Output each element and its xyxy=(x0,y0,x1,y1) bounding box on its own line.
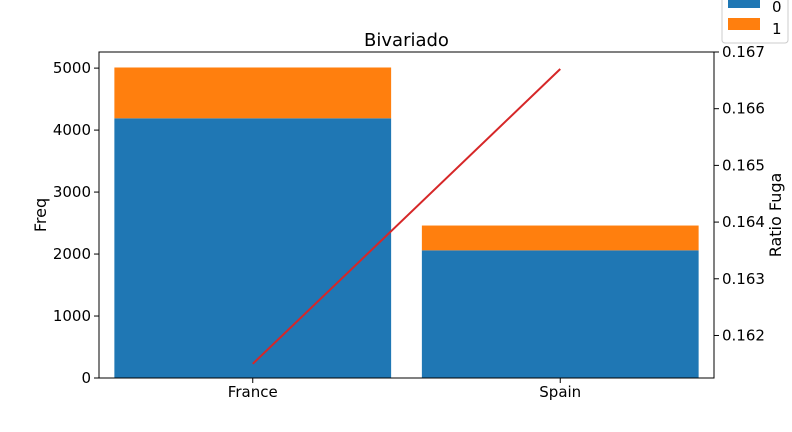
y-tick-label: 4000 xyxy=(53,121,91,139)
y2-tick-label: 0.167 xyxy=(722,43,765,61)
bars-layer xyxy=(114,67,699,379)
legend-swatch-0 xyxy=(728,0,760,8)
y2-tick-label: 0.163 xyxy=(722,270,765,288)
x-tick-label: France xyxy=(228,383,278,401)
bar-spain-series-0 xyxy=(421,250,699,378)
ratio-line-layer xyxy=(252,68,561,365)
y2-axis-label: Ratio Fuga xyxy=(766,173,785,258)
legend-label-1: 1 xyxy=(772,20,782,38)
y-tick-label: 0 xyxy=(81,369,91,387)
chart-title: Bivariado xyxy=(364,30,449,51)
bar-france-series-1 xyxy=(114,67,392,119)
x-tick-label: Spain xyxy=(539,383,581,401)
y2-tick-label: 0.164 xyxy=(722,213,765,231)
bar-spain-series-1 xyxy=(421,225,699,251)
y2-tick-label: 0.162 xyxy=(722,326,765,344)
y-axis-label: Freq xyxy=(31,198,50,232)
bar-france-series-0 xyxy=(114,118,392,379)
legend-label-0: 0 xyxy=(772,0,782,16)
y-tick-label: 2000 xyxy=(53,245,91,263)
y-tick-label: 1000 xyxy=(53,307,91,325)
y-tick-label: 5000 xyxy=(53,59,91,77)
x-axis-ticks: France Spain xyxy=(228,378,581,401)
y2-tick-label: 0.165 xyxy=(722,156,765,174)
y-tick-label: 3000 xyxy=(53,183,91,201)
y2-tick-label: 0.166 xyxy=(722,100,765,118)
right-axis-ticks: 0.162 0.163 0.164 0.165 0.166 0.167 xyxy=(714,43,765,344)
plot-frame xyxy=(98,51,715,379)
legend-swatch-1 xyxy=(728,18,760,30)
legend: 01 xyxy=(721,0,789,44)
ratio-line xyxy=(252,68,561,365)
left-axis-ticks: 0 1000 2000 3000 4000 5000 xyxy=(53,59,99,387)
